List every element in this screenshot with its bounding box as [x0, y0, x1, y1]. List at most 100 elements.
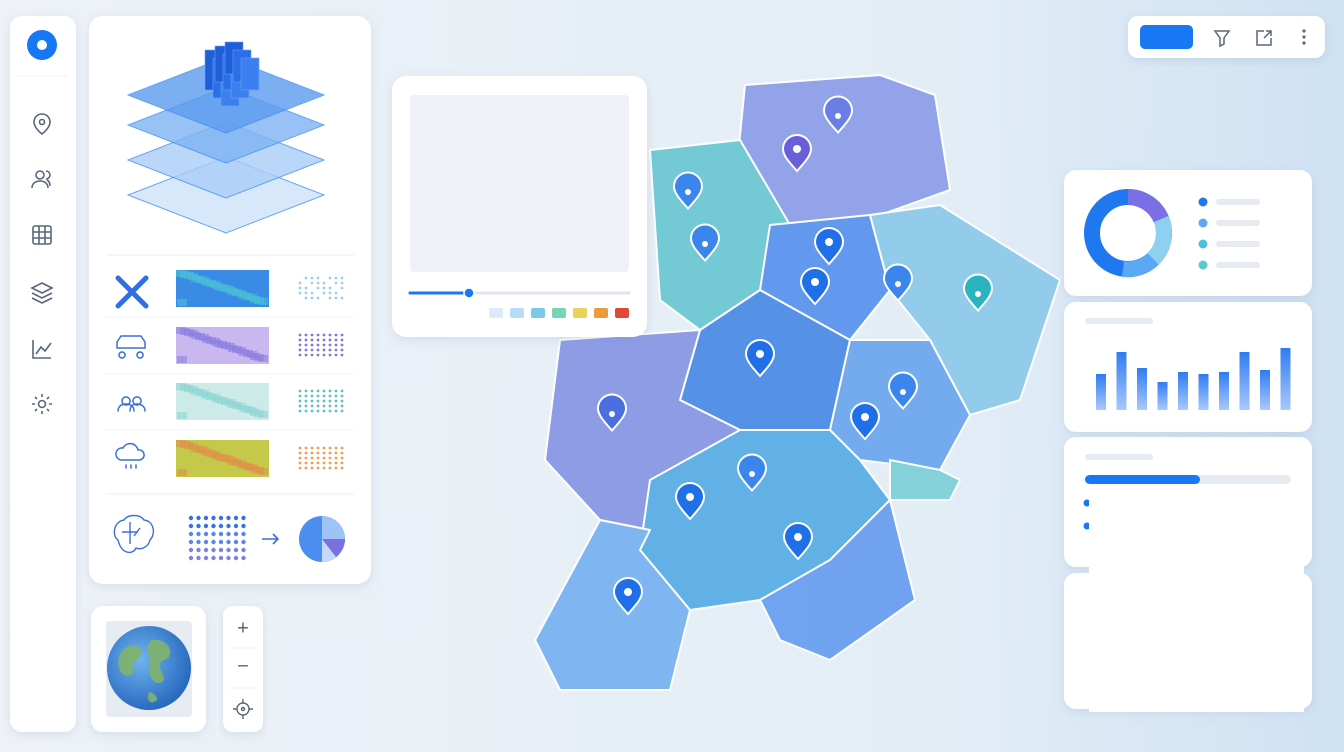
point-symbol [310, 456, 314, 460]
bar-chart-thumbnail [1096, 348, 1291, 410]
point-symbol [298, 446, 302, 450]
point-symbol [322, 291, 326, 295]
point-symbol [304, 404, 308, 408]
point-symbol [298, 286, 302, 290]
point-symbol [310, 389, 314, 393]
sidebar [10, 16, 76, 732]
legend-dot [1198, 239, 1208, 249]
point-symbol [316, 348, 320, 352]
ai-pipeline-part [262, 533, 280, 545]
map-pin [674, 482, 706, 521]
point-symbol [310, 353, 314, 357]
right-cards [1064, 170, 1312, 712]
thumbnail-cell [199, 334, 209, 341]
share-button[interactable] [1256, 30, 1272, 46]
point-symbol [322, 389, 326, 393]
more-button-part[interactable] [1302, 29, 1306, 33]
legend-swatch [594, 308, 608, 318]
point-symbol [334, 451, 338, 455]
dot-grid [188, 515, 246, 561]
thumbnail-cell [236, 460, 246, 467]
map-pin-dot [861, 413, 869, 421]
thumbnail-cell [236, 403, 246, 410]
zoom-in[interactable]: + [237, 617, 249, 639]
point-symbol [310, 348, 314, 352]
grid-dot [226, 547, 231, 553]
point-symbol [334, 296, 338, 300]
zoom-out[interactable]: − [237, 655, 249, 677]
ai-pipeline-part [322, 539, 336, 562]
thumbnail-cell [247, 407, 257, 414]
legend-dot [1198, 260, 1208, 270]
ai-pipeline-part [113, 514, 155, 554]
point-symbol [304, 456, 308, 460]
bar-thumbnail [1157, 382, 1168, 410]
bar-thumbnail [1116, 352, 1127, 410]
point-symbol [334, 276, 338, 280]
legend-swatch [615, 308, 629, 318]
grid-dot [233, 531, 239, 537]
grid-dot [203, 539, 209, 545]
point-symbol [328, 389, 332, 393]
legend-dot [1198, 218, 1208, 228]
grid-dot [241, 515, 246, 521]
grid-dot [188, 531, 194, 537]
point-symbol [340, 451, 344, 455]
primary-button[interactable] [1140, 25, 1193, 49]
point-symbol [322, 286, 326, 290]
grid-dot [233, 515, 239, 521]
point-symbol [298, 466, 302, 470]
map-pin-dot [685, 189, 691, 195]
map-pin [612, 577, 644, 616]
filter-button[interactable] [1213, 30, 1231, 48]
toolbar-part [1213, 30, 1272, 48]
more-button-part[interactable] [1302, 41, 1306, 45]
locate-button-part[interactable] [233, 699, 253, 719]
map-pin-dot [624, 588, 632, 596]
map-pin [781, 134, 813, 173]
ai-pipeline-part-part [113, 514, 155, 554]
point-symbol [340, 286, 344, 290]
map-regions [533, 73, 1062, 691]
more-button-part[interactable] [1302, 35, 1306, 39]
right-cards-part [1121, 252, 1159, 278]
point-symbol [316, 333, 320, 337]
layer-icon [115, 275, 149, 309]
time-slider-knob[interactable] [463, 287, 475, 299]
point-symbol [334, 333, 338, 337]
more-button[interactable] [1302, 29, 1306, 45]
point-symbol [310, 343, 314, 347]
locate-button-part[interactable] [240, 706, 246, 712]
sidebar-part-part [31, 180, 49, 189]
grid-dot [226, 531, 231, 537]
point-symbol [304, 286, 308, 290]
legend-swatch [489, 308, 503, 318]
point-symbol [340, 296, 344, 300]
point-symbol [322, 446, 326, 450]
point-symbol [340, 461, 344, 465]
grid-dot [218, 555, 224, 561]
thumbnail-cell [225, 399, 235, 406]
zoom-controls-part [223, 606, 263, 732]
point-symbol [298, 333, 302, 337]
point-symbol [304, 291, 308, 295]
grid-dot [188, 547, 194, 553]
point-symbol [310, 446, 314, 450]
sidebar-part-part [37, 399, 47, 409]
bar-thumbnail [1260, 370, 1270, 410]
point-symbol [316, 281, 320, 285]
grid-dot [233, 547, 239, 553]
point-symbol [328, 409, 332, 413]
thumbnail-cell [188, 330, 198, 337]
map-pin [849, 402, 881, 441]
point-symbol [316, 404, 320, 408]
bar-thumbnail [1137, 368, 1147, 410]
point-symbol [334, 466, 338, 470]
point-symbol [328, 343, 332, 347]
point-symbol [340, 456, 344, 460]
sidebar-part-part [45, 170, 51, 187]
locate-button[interactable] [233, 699, 253, 719]
point-symbol [310, 291, 314, 295]
thumbnail-cell [210, 394, 220, 401]
